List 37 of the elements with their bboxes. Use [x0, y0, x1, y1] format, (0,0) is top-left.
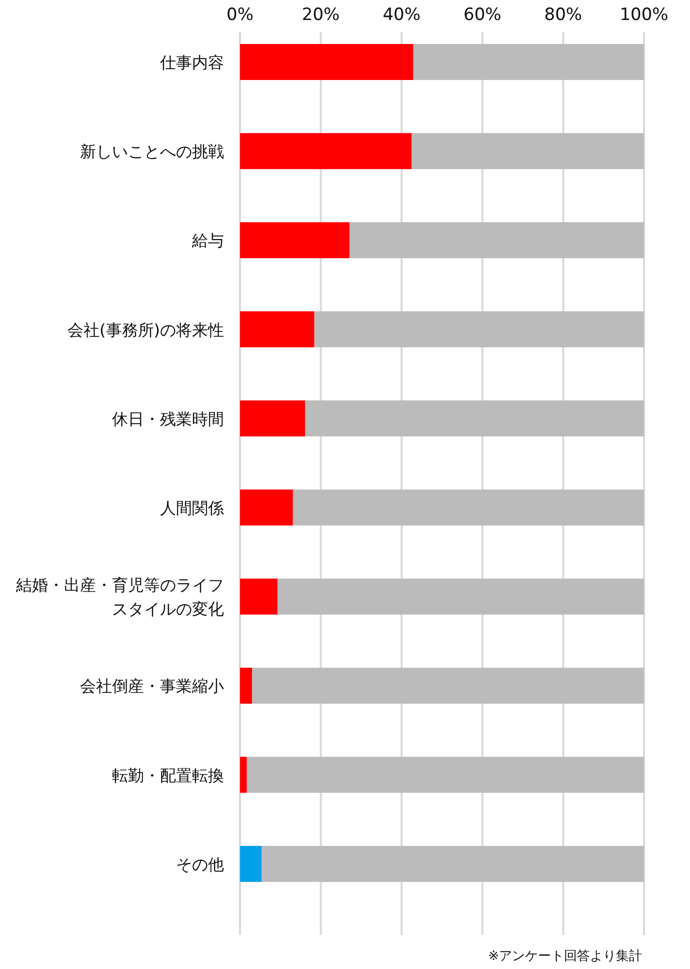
bar — [240, 44, 414, 80]
bar — [305, 400, 644, 436]
y-tick-label: 人間関係 — [160, 498, 224, 518]
bar — [262, 846, 644, 882]
bar — [349, 222, 644, 258]
y-tick-label: 転勤・配置転換 — [112, 766, 224, 785]
bar — [240, 400, 306, 436]
bar — [240, 133, 412, 170]
y-tick-label: 会社倒産・事業縮小 — [80, 676, 224, 696]
bar — [246, 756, 644, 793]
bar — [278, 578, 644, 615]
bar — [240, 222, 350, 258]
x-tick-label: 0% — [226, 5, 254, 25]
bar — [240, 846, 262, 882]
y-tick-label: その他 — [176, 854, 224, 874]
bar — [240, 578, 278, 615]
x-tick-label: 60% — [464, 5, 502, 25]
y-tick-label: 会社(事務所)の将来性 — [68, 320, 224, 340]
bar — [240, 490, 293, 526]
x-tick-label: 80% — [544, 5, 582, 25]
bar — [413, 44, 644, 80]
y-tick-label: 新しいことへの挑戦 — [80, 142, 224, 162]
bar — [314, 311, 644, 348]
text: ※アンケート回答より集計 — [488, 949, 642, 964]
bar — [412, 133, 644, 170]
bar — [240, 668, 252, 704]
y-tick-label: 結婚・出産・育児等のライフスタイルの変化 — [15, 576, 224, 619]
bar — [240, 756, 247, 793]
bar — [292, 490, 644, 526]
y-tick-label: 給与 — [191, 231, 224, 250]
x-tick-label: 40% — [382, 5, 420, 25]
bar — [252, 668, 644, 704]
y-tick-label: 休日・残業時間 — [112, 409, 224, 428]
y-tick-label: 仕事内容 — [159, 53, 224, 72]
x-tick-label: 20% — [302, 5, 340, 25]
x-tick-label: 100% — [620, 5, 668, 25]
bar — [240, 311, 314, 348]
